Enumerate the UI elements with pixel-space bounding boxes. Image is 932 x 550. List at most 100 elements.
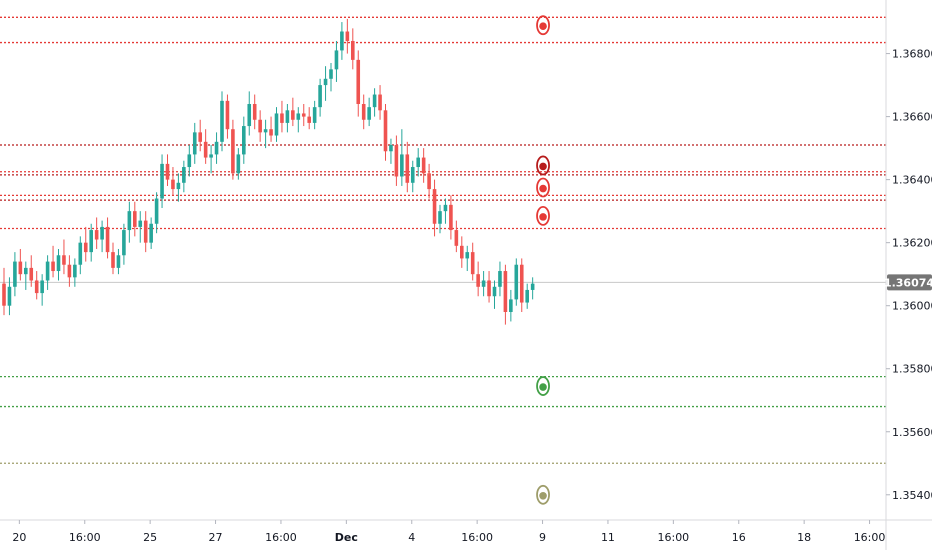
- candle[interactable]: [40, 274, 44, 306]
- candle[interactable]: [236, 148, 241, 180]
- candle[interactable]: [361, 94, 366, 130]
- candle[interactable]: [454, 220, 459, 253]
- candle[interactable]: [509, 289, 513, 322]
- candle[interactable]: [83, 226, 88, 262]
- candle[interactable]: [351, 28, 355, 70]
- red-target-icon[interactable]: [536, 205, 550, 226]
- candle[interactable]: [242, 116, 246, 164]
- candle[interactable]: [13, 252, 17, 297]
- candle[interactable]: [51, 245, 55, 278]
- candle[interactable]: [356, 50, 361, 117]
- candle[interactable]: [45, 255, 50, 290]
- candle[interactable]: [56, 248, 61, 281]
- candle[interactable]: [116, 248, 121, 275]
- candle[interactable]: [73, 258, 77, 287]
- candle[interactable]: [34, 271, 39, 300]
- candle[interactable]: [405, 141, 410, 193]
- candle[interactable]: [372, 88, 377, 117]
- candle[interactable]: [105, 217, 110, 259]
- candle[interactable]: [220, 91, 224, 152]
- candle[interactable]: [296, 107, 301, 133]
- y-axis[interactable]: 1.36800 1.36600 1.36400 1.36200 1.36000 1.358…: [886, 48, 932, 502]
- candle[interactable]: [432, 179, 437, 237]
- green-target-icon[interactable]: [536, 376, 550, 396]
- candle[interactable]: [312, 100, 317, 130]
- candle[interactable]: [503, 264, 508, 325]
- candle[interactable]: [143, 211, 148, 253]
- candle[interactable]: [247, 91, 252, 136]
- candle[interactable]: [291, 97, 295, 127]
- candle[interactable]: [492, 280, 497, 309]
- candle[interactable]: [340, 22, 344, 60]
- candle[interactable]: [111, 242, 115, 275]
- candle[interactable]: [225, 94, 230, 139]
- candle[interactable]: [383, 104, 388, 161]
- candle[interactable]: [89, 223, 93, 262]
- candle[interactable]: [345, 18, 350, 54]
- candle[interactable]: [280, 100, 284, 133]
- candle[interactable]: [394, 135, 399, 186]
- candle[interactable]: [94, 217, 99, 249]
- candle[interactable]: [519, 258, 524, 312]
- candle[interactable]: [334, 40, 339, 82]
- candle[interactable]: [176, 173, 181, 202]
- candle[interactable]: [2, 267, 6, 316]
- candle[interactable]: [198, 119, 202, 152]
- candle[interactable]: [263, 119, 268, 149]
- candle[interactable]: [187, 144, 192, 177]
- candle[interactable]: [470, 242, 475, 281]
- candle[interactable]: [307, 107, 311, 130]
- candle[interactable]: [18, 248, 23, 281]
- candle[interactable]: [329, 63, 333, 92]
- candle[interactable]: [133, 201, 137, 237]
- candle[interactable]: [400, 129, 404, 186]
- candle[interactable]: [410, 160, 415, 193]
- candle[interactable]: [100, 220, 104, 253]
- candle[interactable]: [258, 110, 262, 142]
- candle[interactable]: [389, 138, 393, 164]
- candle[interactable]: [182, 160, 186, 193]
- candle[interactable]: [301, 104, 306, 127]
- candle[interactable]: [416, 148, 420, 177]
- candle[interactable]: [192, 122, 197, 164]
- candle[interactable]: [274, 107, 279, 142]
- candle[interactable]: [29, 255, 34, 287]
- candle[interactable]: [154, 192, 159, 234]
- x-axis[interactable]: 20 16:00 25 27 16:00 Dec 4 16:00 9 11 16:00 16 18 16:…: [12, 520, 885, 544]
- candle[interactable]: [122, 223, 126, 265]
- candle[interactable]: [138, 211, 143, 243]
- candle[interactable]: [323, 66, 328, 101]
- candle[interactable]: [481, 271, 486, 297]
- candle[interactable]: [421, 148, 426, 183]
- candle[interactable]: [443, 198, 448, 224]
- red-target-icon[interactable]: [536, 15, 550, 36]
- candle[interactable]: [160, 154, 164, 208]
- candle[interactable]: [214, 132, 219, 164]
- candle[interactable]: [24, 261, 28, 290]
- candle[interactable]: [127, 201, 132, 243]
- candle[interactable]: [318, 78, 322, 117]
- candle[interactable]: [514, 258, 519, 306]
- candle[interactable]: [67, 255, 72, 287]
- candle[interactable]: [498, 261, 502, 297]
- candle[interactable]: [427, 163, 431, 199]
- candle[interactable]: [203, 129, 208, 164]
- candle[interactable]: [231, 119, 235, 180]
- candle[interactable]: [367, 97, 371, 127]
- candle[interactable]: [209, 144, 213, 174]
- candle[interactable]: [525, 283, 529, 309]
- candle[interactable]: [165, 154, 170, 186]
- candle[interactable]: [7, 277, 12, 316]
- candle[interactable]: [465, 245, 470, 272]
- candle[interactable]: [252, 94, 257, 130]
- red-target-icon[interactable]: [536, 177, 550, 198]
- olive-target-icon[interactable]: [536, 484, 550, 505]
- candle[interactable]: [449, 195, 453, 240]
- candle[interactable]: [460, 236, 464, 268]
- darkred-target-icon[interactable]: [536, 155, 550, 176]
- candle[interactable]: [149, 217, 153, 249]
- candle[interactable]: [62, 239, 66, 275]
- candle[interactable]: [171, 167, 175, 196]
- candle[interactable]: [269, 116, 273, 142]
